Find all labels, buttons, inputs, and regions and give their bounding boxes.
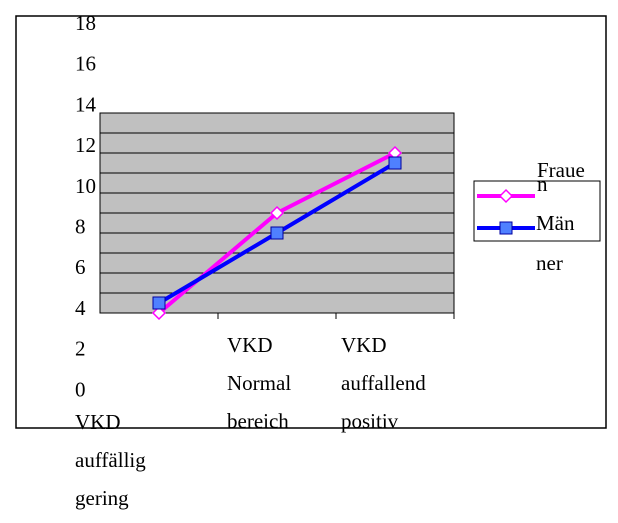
y-tick-label: 12 bbox=[75, 133, 96, 157]
legend-entry: Män ner bbox=[477, 211, 575, 275]
y-tick-label: 4 bbox=[75, 296, 86, 320]
y-tick-label: 18 bbox=[75, 11, 96, 35]
legend-label: Fraue n bbox=[537, 158, 585, 196]
y-tick-label: 8 bbox=[75, 215, 86, 239]
series-2 bbox=[152, 156, 402, 310]
x-tick-labels: VKD auffällig gering VKD Normal bereich VKD auf… bbox=[75, 333, 426, 510]
y-tick-label: 14 bbox=[75, 92, 97, 116]
x-tick-label: VKD Normal bereich bbox=[227, 333, 291, 433]
legend-marker bbox=[499, 221, 513, 235]
legend-marker bbox=[498, 188, 514, 204]
y-tick-label: 2 bbox=[75, 337, 86, 361]
y-tick-label: 10 bbox=[75, 174, 96, 198]
data-point bbox=[152, 296, 166, 310]
y-tick-label: 16 bbox=[75, 52, 96, 76]
legend-label: Män ner bbox=[536, 211, 575, 275]
y-tick-label: 0 bbox=[75, 377, 86, 401]
data-point bbox=[388, 156, 402, 170]
data-point bbox=[151, 305, 167, 321]
data-point bbox=[269, 205, 285, 221]
x-tick-label: VKD auffällig gering bbox=[75, 410, 146, 510]
y-tick-labels: 18 16 14 12 10 8 6 4 2 0 bbox=[75, 11, 97, 401]
series bbox=[151, 145, 403, 321]
axes bbox=[217, 313, 455, 319]
y-tick-label: 6 bbox=[75, 255, 86, 279]
x-tick-label: VKD auffallend positiv bbox=[341, 333, 426, 433]
legend-entry: Fraue n bbox=[477, 158, 585, 204]
chart-area-frame bbox=[15, 15, 607, 429]
legend: Fraue n Män ner bbox=[477, 158, 585, 275]
legend-box bbox=[473, 180, 601, 242]
data-point bbox=[270, 226, 284, 240]
